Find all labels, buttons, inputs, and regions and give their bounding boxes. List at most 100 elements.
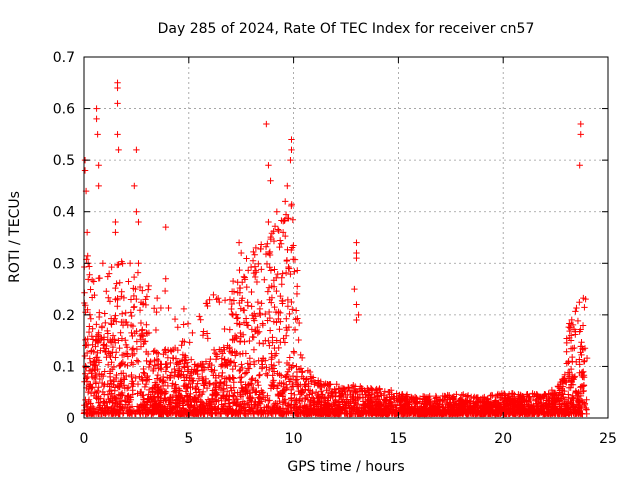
data-point [171, 372, 178, 380]
data-point [202, 300, 210, 307]
data-point [266, 342, 273, 349]
data-point [247, 406, 254, 414]
axis-ticks: 0 5 10 15 20 25 0 0.1 0.2 0.3 0.4 0.5 0.6 0.7 [53, 50, 617, 447]
y-tick-label: 0.3 [53, 256, 75, 272]
data-point [554, 383, 562, 390]
data-point [157, 399, 165, 406]
data-point [182, 354, 189, 361]
data-point [273, 405, 280, 412]
data-point [113, 280, 120, 287]
data-point [267, 381, 275, 389]
data-point [408, 403, 415, 410]
data-point [238, 297, 245, 304]
data-point [544, 405, 552, 412]
data-point [266, 251, 274, 259]
data-point [270, 277, 278, 284]
data-point [567, 337, 575, 344]
data-point [251, 251, 258, 258]
data-point [267, 267, 275, 274]
data-point [218, 410, 225, 417]
data-point [86, 263, 93, 270]
data-point [99, 388, 107, 396]
data-point [115, 261, 122, 268]
data-point [294, 410, 302, 418]
data-point [124, 350, 131, 358]
data-point [274, 226, 282, 233]
data-point [129, 391, 136, 398]
data-point [172, 399, 179, 406]
data-point [496, 402, 503, 410]
data-point [267, 177, 274, 184]
data-point [103, 404, 110, 411]
data-point [150, 348, 157, 355]
data-point [160, 350, 167, 358]
data-point [566, 324, 574, 332]
data-point [580, 381, 588, 389]
data-point [219, 350, 226, 357]
data-point [127, 309, 135, 316]
data-point [188, 356, 195, 363]
data-point [192, 389, 200, 396]
data-point [349, 405, 356, 412]
data-point [231, 389, 238, 397]
data-point [203, 384, 211, 392]
data-point [521, 401, 528, 408]
data-point [211, 397, 219, 405]
data-point [522, 397, 530, 404]
data-point [270, 283, 278, 290]
data-point [85, 328, 93, 336]
data-point [154, 371, 162, 379]
data-point [568, 402, 575, 409]
data-point [109, 399, 116, 406]
data-point [105, 410, 113, 418]
data-point [95, 331, 102, 338]
data-point [197, 403, 204, 411]
data-point [126, 398, 133, 406]
data-point [430, 408, 437, 415]
data-point [244, 302, 252, 309]
data-point [303, 375, 310, 383]
data-point [322, 403, 330, 410]
data-point [117, 391, 125, 398]
data-point [287, 156, 294, 164]
data-point [256, 371, 264, 378]
data-point [275, 358, 283, 366]
data-point [577, 131, 584, 138]
data-point [280, 335, 287, 342]
data-point [105, 294, 112, 301]
data-point [112, 296, 119, 303]
data-point [112, 284, 119, 292]
data-point [284, 182, 291, 190]
data-point [131, 330, 138, 337]
data-point [464, 410, 472, 417]
data-point [409, 408, 417, 415]
data-point [297, 387, 305, 395]
data-point [217, 386, 225, 394]
x-tick-label: 10 [285, 431, 303, 447]
data-point [545, 390, 552, 397]
data-point [338, 384, 346, 392]
data-point [419, 406, 426, 414]
data-point [94, 387, 102, 395]
data-point [117, 361, 124, 369]
data-point [104, 361, 112, 368]
data-point [355, 311, 362, 319]
data-point [576, 299, 583, 306]
x-tick-label: 5 [184, 431, 193, 447]
data-point [120, 382, 128, 389]
data-point [204, 335, 211, 342]
data-point [117, 329, 124, 336]
data-point [157, 304, 165, 312]
data-point [139, 410, 147, 417]
data-point [162, 223, 169, 231]
data-point [244, 365, 252, 372]
data-point [436, 401, 443, 409]
data-point [372, 387, 379, 394]
data-point [330, 409, 337, 417]
data-point [163, 360, 170, 368]
data-point [259, 355, 267, 362]
data-point [88, 384, 95, 392]
data-point [255, 382, 262, 389]
data-point [219, 369, 226, 377]
data-point [130, 285, 137, 292]
